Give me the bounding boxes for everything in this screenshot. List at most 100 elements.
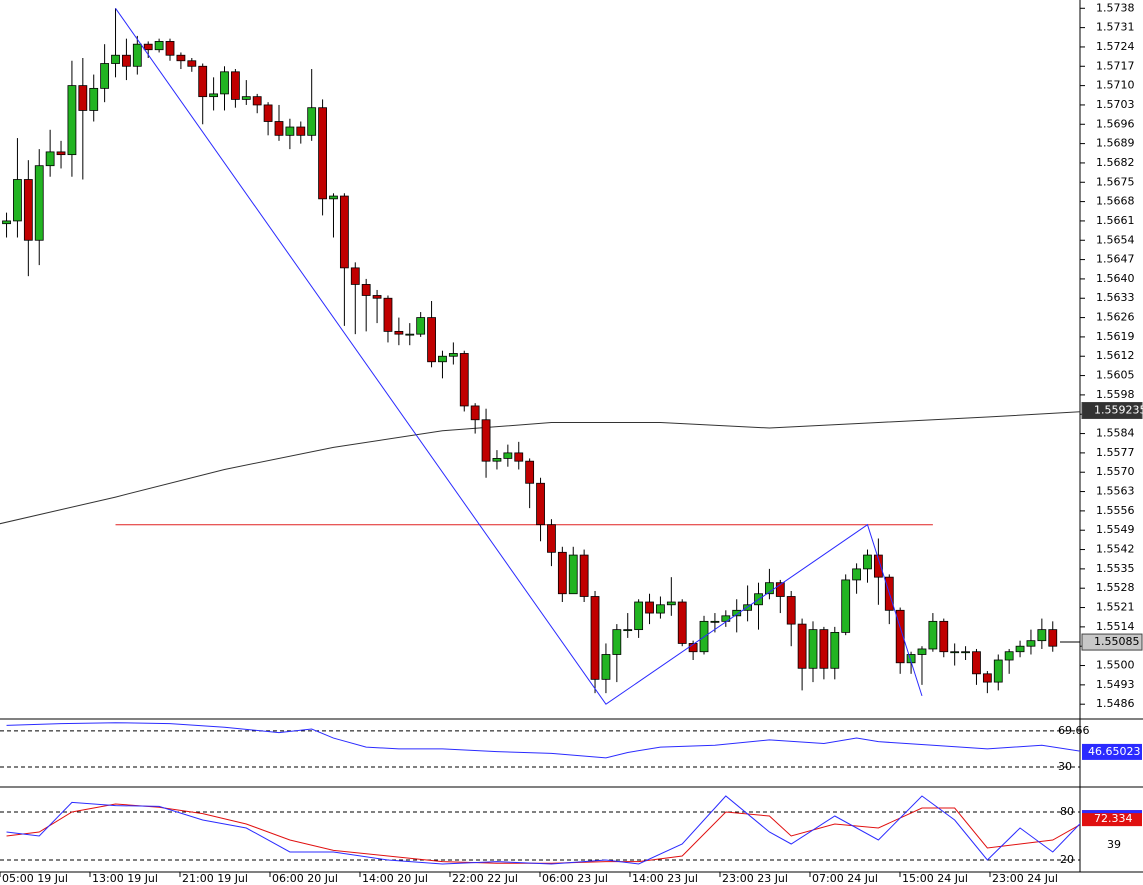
candle-body xyxy=(503,452,513,459)
y-tick-label: 1.5584 xyxy=(1096,427,1135,440)
x-tick-label: 22:00 22 Jul xyxy=(452,872,518,885)
y-tick-label: 1.5535 xyxy=(1096,562,1135,575)
candle-body xyxy=(372,295,382,299)
candle-body xyxy=(2,220,11,225)
candle-body xyxy=(928,620,938,650)
rsi-value-box xyxy=(1082,743,1142,760)
candle-body xyxy=(612,629,622,655)
candle-body xyxy=(329,195,338,200)
candle-body xyxy=(220,71,229,95)
y-tick-label: 1.5619 xyxy=(1096,330,1135,343)
candle-body xyxy=(863,554,872,570)
rsi-tick-label: 69.66 xyxy=(1058,724,1090,737)
candle-body xyxy=(797,623,807,669)
y-tick-label: 1.5661 xyxy=(1096,214,1135,227)
candle-body xyxy=(917,648,927,655)
candle-body xyxy=(1048,629,1058,647)
last-price-label: 1.55085 xyxy=(1094,635,1140,648)
y-tick-label: 1.5689 xyxy=(1096,137,1135,150)
candle-body xyxy=(296,126,306,136)
candle-body xyxy=(579,554,589,597)
y-tick-label: 1.5717 xyxy=(1096,59,1135,72)
candle-body xyxy=(765,582,774,595)
y-tick-label: 1.5633 xyxy=(1096,291,1135,304)
y-tick-label: 1.5647 xyxy=(1096,253,1135,266)
candle-body xyxy=(383,297,393,332)
stoch-main xyxy=(6,795,1080,865)
y-tick-label: 1.5514 xyxy=(1096,620,1135,633)
stoch-value-band xyxy=(1082,810,1142,814)
candle-body xyxy=(830,631,840,669)
candle-body xyxy=(122,54,131,67)
candle-body xyxy=(198,65,208,98)
y-tick-label: 1.5563 xyxy=(1096,485,1135,498)
candle-body xyxy=(623,629,633,632)
candle-body xyxy=(656,604,665,614)
candle-body xyxy=(590,596,600,680)
y-tick-label: 1.5710 xyxy=(1096,79,1135,92)
candle-body xyxy=(176,54,186,62)
candle-body xyxy=(307,107,317,136)
y-tick-label: 1.5542 xyxy=(1096,543,1135,556)
rsi-tick-label: 30 xyxy=(1058,760,1072,773)
candle-body xyxy=(786,596,796,625)
candle-body xyxy=(710,620,720,623)
candle-body xyxy=(536,482,545,526)
candle-body xyxy=(241,96,251,100)
candle-body xyxy=(394,330,404,335)
candle-body xyxy=(982,673,992,683)
y-tick-label: 1.5598 xyxy=(1096,388,1135,401)
candle-body xyxy=(677,601,687,644)
candle-body xyxy=(645,601,654,614)
candle-body xyxy=(78,85,88,111)
y-tick-label: 1.5549 xyxy=(1096,523,1135,536)
y-tick-label: 1.5724 xyxy=(1096,40,1135,53)
x-tick-label: 13:00 19 Jul xyxy=(92,872,158,885)
candle-body xyxy=(568,554,578,595)
candle-body xyxy=(481,419,491,462)
candle-body xyxy=(841,579,851,633)
candle-body xyxy=(1004,651,1014,661)
x-tick-label: 14:00 20 Jul xyxy=(362,872,428,885)
ma-price-label: 1.559235 xyxy=(1094,404,1143,417)
stoch-value-label: 72.334 xyxy=(1094,812,1133,825)
y-tick-label: 1.5696 xyxy=(1096,117,1135,130)
candle-body xyxy=(950,651,960,654)
x-tick-label: 07:00 24 Jul xyxy=(812,872,878,885)
stoch-signal xyxy=(6,803,1080,864)
x-tick-label: 05:00 19 Jul xyxy=(2,872,68,885)
candle-body xyxy=(666,601,676,606)
stoch-tick-label: 20 xyxy=(1060,853,1074,866)
candle-body xyxy=(1037,629,1047,642)
x-tick-label: 23:00 23 Jul xyxy=(722,872,788,885)
zigzag xyxy=(115,7,923,705)
y-tick-label: 1.5500 xyxy=(1096,659,1135,672)
candle-body xyxy=(808,629,818,669)
rsi-value-label: 46.65023 xyxy=(1088,745,1141,758)
x-tick-label: 06:00 23 Jul xyxy=(542,872,608,885)
y-tick-label: 1.5626 xyxy=(1096,311,1135,324)
y-tick-label: 1.5703 xyxy=(1096,98,1135,111)
candle-body xyxy=(67,85,77,156)
ma-price-box xyxy=(1081,402,1143,420)
candle-body xyxy=(252,96,262,106)
candle-body xyxy=(263,104,273,122)
candle-body xyxy=(274,121,284,136)
candle-body xyxy=(143,43,153,51)
candle-body xyxy=(339,195,349,269)
last-price-box xyxy=(1081,633,1143,651)
candle-body xyxy=(939,620,949,653)
candle-body xyxy=(209,93,219,98)
y-tick-label: 1.5682 xyxy=(1096,156,1135,169)
candle-body xyxy=(732,609,742,617)
candle-body xyxy=(492,458,502,462)
y-tick-label: 1.5668 xyxy=(1096,195,1135,208)
stoch-signal-label: 39 xyxy=(1107,838,1121,851)
y-tick-label: 1.5493 xyxy=(1096,678,1135,691)
x-tick-label: 15:00 24 Jul xyxy=(902,872,968,885)
y-tick-label: 1.5486 xyxy=(1096,697,1135,710)
y-tick-label: 1.5675 xyxy=(1096,175,1135,188)
y-tick-label: 1.5570 xyxy=(1096,465,1135,478)
candle-body xyxy=(89,87,99,111)
